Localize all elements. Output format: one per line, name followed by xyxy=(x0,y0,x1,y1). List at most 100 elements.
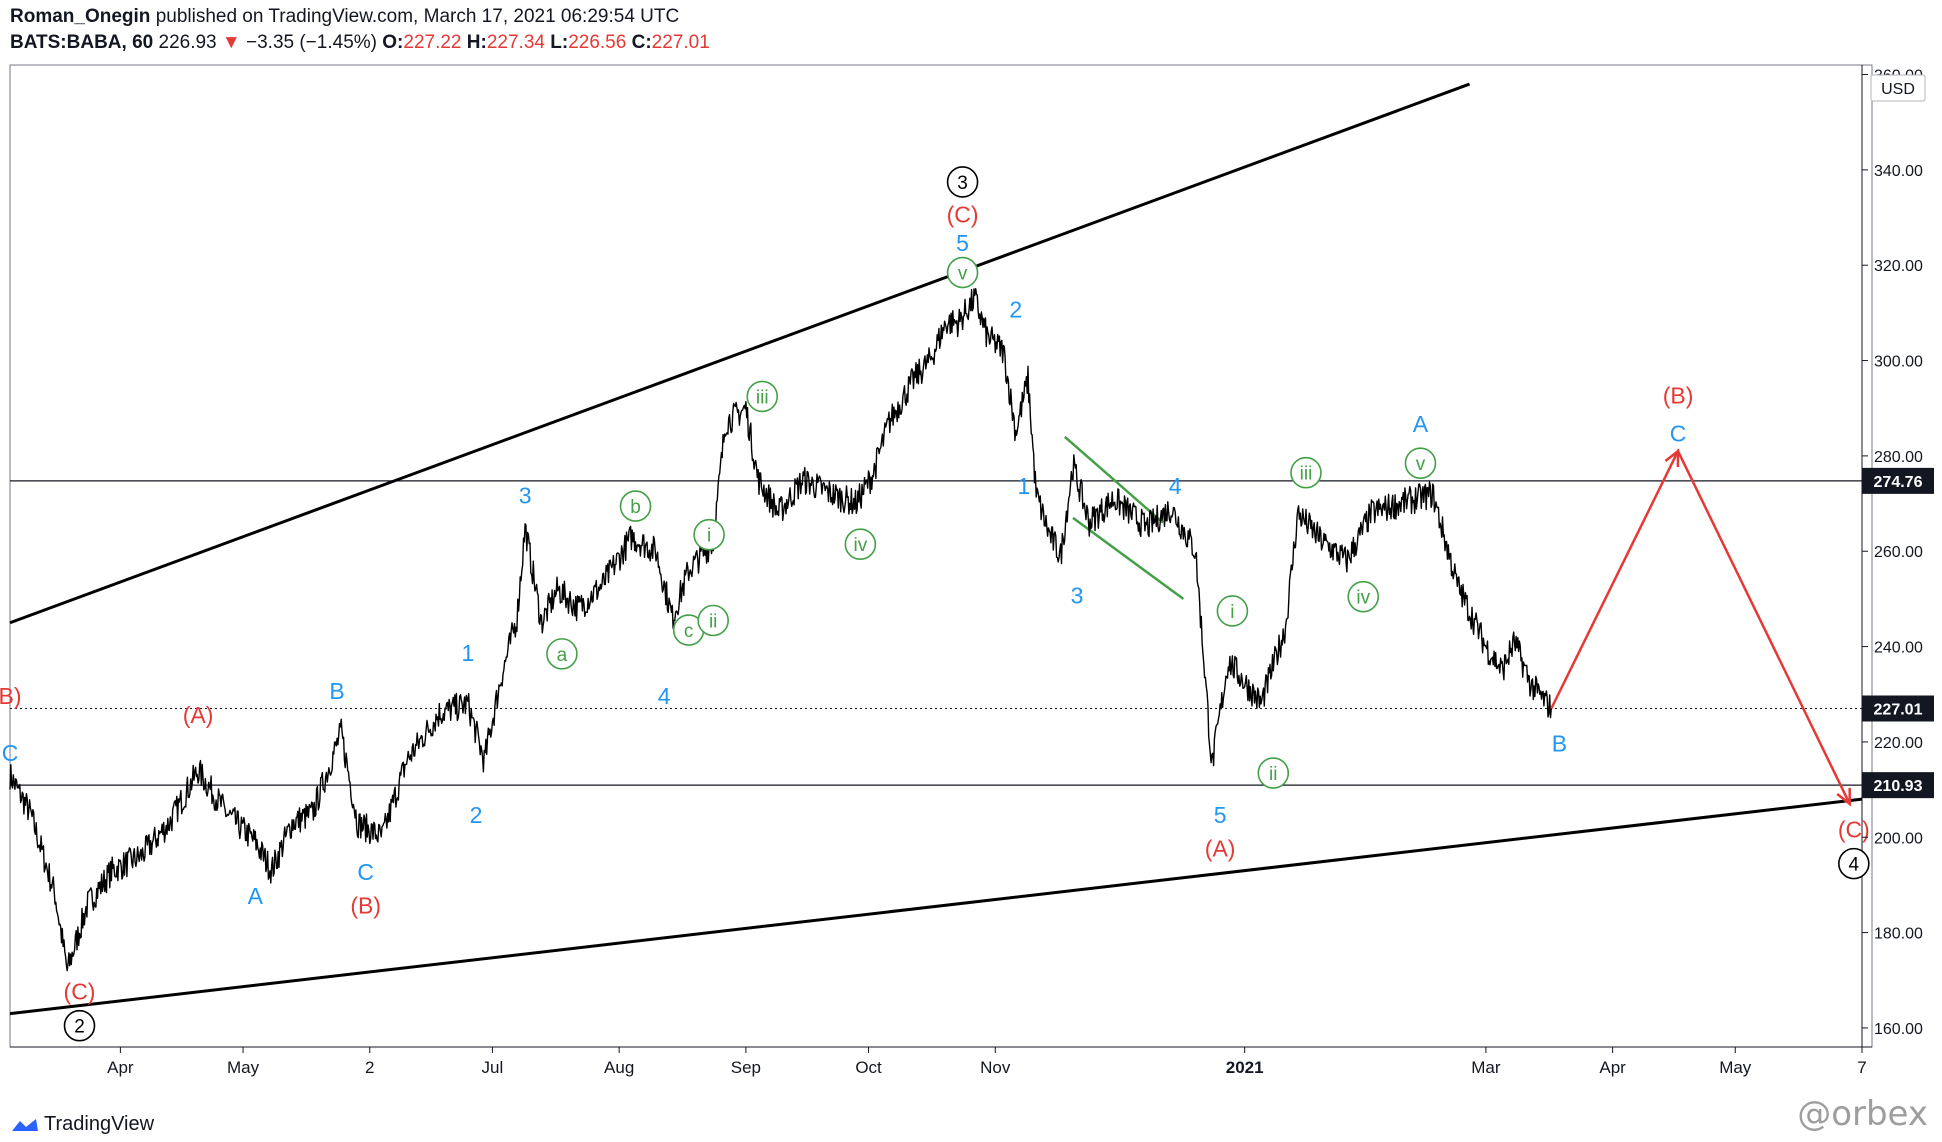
wave-label[interactable]: A xyxy=(1413,411,1429,437)
chart-frame xyxy=(9,64,1873,1048)
x-tick-label: Sep xyxy=(731,1058,761,1077)
wave-label[interactable]: (B) xyxy=(350,893,381,919)
wave-label[interactable]: C xyxy=(2,740,19,766)
y-tick-label: 340.00 xyxy=(1874,163,1923,180)
wave-label[interactable]: 5 xyxy=(956,230,969,256)
wave-label[interactable]: iv xyxy=(853,535,867,556)
price-level-tag xyxy=(1862,695,1934,722)
wave-label[interactable]: 2 xyxy=(1009,297,1022,323)
price-level-label: 227.01 xyxy=(1874,701,1923,718)
wave-label-circle xyxy=(946,256,979,289)
wave-label[interactable]: iv xyxy=(1356,588,1370,609)
currency-box xyxy=(1870,74,1926,102)
open-label: O: xyxy=(382,32,404,53)
wave-label[interactable]: (C) xyxy=(947,201,979,227)
wave-label-circle xyxy=(697,604,729,637)
wave-label-circle xyxy=(844,528,877,561)
wave-label[interactable]: v xyxy=(1416,454,1426,475)
symbol-legend: BATS:BABA, 60 226.93 ▼ −3.35 (−1.45%) O:… xyxy=(10,32,710,54)
wave-label[interactable]: v xyxy=(958,264,968,285)
wave-label[interactable]: i xyxy=(1230,602,1234,623)
wave-label[interactable]: 1 xyxy=(1018,473,1031,499)
x-tick-label: 2021 xyxy=(1226,1058,1264,1077)
close-value: 227.01 xyxy=(651,32,710,53)
y-tick-label: 300.00 xyxy=(1874,354,1923,371)
wave-label[interactable]: (B) xyxy=(1663,382,1694,408)
trendline-lower-channel[interactable] xyxy=(9,797,1863,1016)
tradingview-logo-icon xyxy=(10,1117,38,1133)
wave-label[interactable]: (A) xyxy=(1205,835,1236,861)
symbol-label: BATS:BABA, 60 xyxy=(10,32,154,53)
x-tick-label: 2 xyxy=(365,1058,374,1077)
trendline-upper-channel[interactable] xyxy=(9,82,1471,625)
wave-label[interactable]: iii xyxy=(756,387,769,408)
x-tick-label: Apr xyxy=(107,1058,134,1077)
trendline-wedge-bottom[interactable] xyxy=(1072,516,1185,600)
wave-label-circle xyxy=(63,1009,96,1042)
wave-label[interactable]: B xyxy=(1552,730,1567,756)
x-tick-label: Apr xyxy=(1599,1058,1626,1077)
wave-label[interactable]: 3 xyxy=(519,483,532,509)
close-label: C: xyxy=(631,32,652,53)
wave-label[interactable]: a xyxy=(557,645,568,666)
y-tick-label: 160.00 xyxy=(1874,1021,1923,1038)
y-tick-label: 220.00 xyxy=(1874,735,1923,752)
wave-label-circle xyxy=(619,490,652,522)
x-tick-label: Oct xyxy=(855,1058,882,1077)
wave-label[interactable]: 3 xyxy=(957,173,968,194)
wave-label-circle xyxy=(1404,447,1437,479)
projection-arrowhead-up xyxy=(1664,448,1680,468)
wave-label[interactable]: b xyxy=(630,497,641,518)
wave-label[interactable]: ii xyxy=(1269,764,1277,785)
wave-label[interactable]: 1 xyxy=(461,640,474,666)
wave-label[interactable]: 4 xyxy=(1169,473,1182,499)
wave-label[interactable]: 4 xyxy=(1849,855,1860,876)
wave-label[interactable]: B) xyxy=(0,683,22,709)
wave-label-circle xyxy=(1257,757,1290,789)
wave-label-circle xyxy=(946,166,979,198)
open-value: 227.22 xyxy=(403,32,462,53)
wave-label[interactable]: 3 xyxy=(1071,583,1084,609)
price-level-label: 274.76 xyxy=(1874,474,1923,491)
published-text: published on TradingView.com, March 17, … xyxy=(155,6,680,27)
wave-label[interactable]: 2 xyxy=(74,1017,85,1038)
wave-label[interactable]: 4 xyxy=(658,683,671,709)
publish-info: Roman_Onegin published on TradingView.co… xyxy=(10,6,679,28)
y-tick-label: 280.00 xyxy=(1874,449,1923,466)
wave-label[interactable]: c xyxy=(684,621,694,642)
wave-label[interactable]: B xyxy=(329,678,344,704)
wave-label[interactable]: A xyxy=(248,883,264,909)
y-tick-label: 320.00 xyxy=(1874,258,1923,275)
x-tick-label: Jul xyxy=(482,1058,504,1077)
price-level-label: 210.93 xyxy=(1874,778,1923,795)
wave-label-circle xyxy=(1347,580,1380,613)
wave-label-circle xyxy=(1290,456,1322,489)
low-label: L: xyxy=(550,32,569,53)
price-level-tag xyxy=(1862,467,1934,494)
author-name[interactable]: Roman_Onegin xyxy=(10,6,151,27)
wave-label[interactable]: 5 xyxy=(1214,802,1227,828)
x-tick-label: May xyxy=(227,1058,260,1077)
low-value: 226.56 xyxy=(568,32,627,53)
wave-label[interactable]: C xyxy=(1670,421,1687,447)
high-value: 227.34 xyxy=(486,32,545,53)
wave-label[interactable]: (C) xyxy=(1838,816,1870,842)
tradingview-brand: TradingView xyxy=(44,1113,155,1135)
wave-label-circle xyxy=(546,638,578,670)
projection-path[interactable] xyxy=(1550,448,1851,805)
orbex-watermark: @orbex xyxy=(1797,1094,1928,1134)
x-tick-label: 7 xyxy=(1857,1058,1866,1077)
currency-badge[interactable]: USD xyxy=(1870,74,1926,102)
wave-label[interactable]: 2 xyxy=(470,802,483,828)
wave-label[interactable]: C xyxy=(357,859,374,885)
wave-label[interactable]: i xyxy=(707,526,711,547)
price-series-line[interactable] xyxy=(9,288,1552,972)
wave-label[interactable]: iii xyxy=(1300,464,1313,485)
tradingview-watermark[interactable]: TradingView xyxy=(10,1113,154,1136)
y-tick-label: 180.00 xyxy=(1874,926,1923,943)
trendline-wedge-top[interactable] xyxy=(1063,435,1164,524)
wave-label[interactable]: (A) xyxy=(183,702,214,728)
wave-label[interactable]: (C) xyxy=(64,978,96,1004)
wave-label[interactable]: ii xyxy=(709,612,717,633)
